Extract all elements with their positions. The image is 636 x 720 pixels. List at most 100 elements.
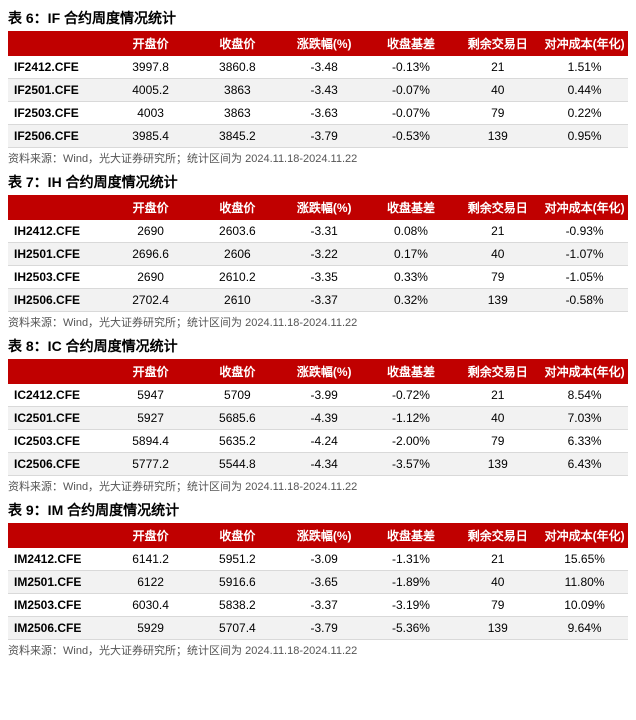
cell-basis: -0.72%	[368, 384, 455, 407]
cell-close: 5707.4	[194, 617, 281, 640]
cell-open: 5777.2	[107, 453, 194, 476]
cell-contract: IH2501.CFE	[8, 243, 107, 266]
table-title: 表 7：IH 合约周度情况统计	[8, 172, 628, 192]
cell-open: 6141.2	[107, 548, 194, 571]
cell-open: 6122	[107, 571, 194, 594]
cell-close: 5544.8	[194, 453, 281, 476]
column-header: 收盘基差	[368, 31, 455, 56]
table-row: IM2412.CFE6141.25951.2-3.09-1.31%2115.65…	[8, 548, 628, 571]
cell-cost: -0.58%	[541, 289, 628, 312]
source-text: 资料来源：Wind，光大证券研究所；统计区间为 2024.11.18-2024.…	[8, 478, 628, 494]
cell-chg: -3.63	[281, 102, 368, 125]
cell-close: 5916.6	[194, 571, 281, 594]
data-table: 开盘价收盘价涨跌幅(%)收盘基差剩余交易日对冲成本(年化)IM2412.CFE6…	[8, 523, 628, 640]
cell-contract: IH2506.CFE	[8, 289, 107, 312]
cell-close: 3863	[194, 102, 281, 125]
cell-close: 5838.2	[194, 594, 281, 617]
cell-contract: IF2501.CFE	[8, 79, 107, 102]
cell-chg: -3.99	[281, 384, 368, 407]
cell-open: 2690	[107, 220, 194, 243]
table-block-0: 表 6：IF 合约周度情况统计开盘价收盘价涨跌幅(%)收盘基差剩余交易日对冲成本…	[8, 8, 628, 166]
cell-close: 2610.2	[194, 266, 281, 289]
cell-open: 3997.8	[107, 56, 194, 79]
table-row: IC2412.CFE59475709-3.99-0.72%218.54%	[8, 384, 628, 407]
column-header: 收盘价	[194, 31, 281, 56]
header-blank	[8, 195, 107, 220]
cell-chg: -3.22	[281, 243, 368, 266]
cell-basis: -1.89%	[368, 571, 455, 594]
cell-days: 79	[454, 266, 541, 289]
cell-close: 5685.6	[194, 407, 281, 430]
cell-chg: -3.79	[281, 125, 368, 148]
cell-cost: 7.03%	[541, 407, 628, 430]
cell-days: 139	[454, 617, 541, 640]
cell-days: 21	[454, 384, 541, 407]
cell-days: 21	[454, 548, 541, 571]
cell-contract: IC2501.CFE	[8, 407, 107, 430]
table-title: 表 9：IM 合约周度情况统计	[8, 500, 628, 520]
cell-chg: -3.37	[281, 289, 368, 312]
cell-contract: IF2506.CFE	[8, 125, 107, 148]
source-text: 资料来源：Wind，光大证券研究所；统计区间为 2024.11.18-2024.…	[8, 314, 628, 330]
table-title: 表 8：IC 合约周度情况统计	[8, 336, 628, 356]
cell-basis: -0.07%	[368, 102, 455, 125]
cell-open: 3985.4	[107, 125, 194, 148]
cell-chg: -3.48	[281, 56, 368, 79]
cell-close: 5951.2	[194, 548, 281, 571]
cell-contract: IH2503.CFE	[8, 266, 107, 289]
column-header: 剩余交易日	[454, 359, 541, 384]
cell-basis: 0.33%	[368, 266, 455, 289]
column-header: 开盘价	[107, 523, 194, 548]
header-blank	[8, 31, 107, 56]
table-row: IF2503.CFE40033863-3.63-0.07%790.22%	[8, 102, 628, 125]
cell-days: 79	[454, 102, 541, 125]
cell-open: 5929	[107, 617, 194, 640]
header-blank	[8, 523, 107, 548]
cell-cost: 0.22%	[541, 102, 628, 125]
cell-close: 3863	[194, 79, 281, 102]
cell-contract: IC2506.CFE	[8, 453, 107, 476]
data-table: 开盘价收盘价涨跌幅(%)收盘基差剩余交易日对冲成本(年化)IH2412.CFE2…	[8, 195, 628, 312]
column-header: 涨跌幅(%)	[281, 31, 368, 56]
cell-cost: 15.65%	[541, 548, 628, 571]
column-header: 收盘价	[194, 195, 281, 220]
cell-days: 79	[454, 594, 541, 617]
table-row: IM2503.CFE6030.45838.2-3.37-3.19%7910.09…	[8, 594, 628, 617]
cell-days: 21	[454, 220, 541, 243]
cell-close: 2610	[194, 289, 281, 312]
cell-cost: 6.43%	[541, 453, 628, 476]
cell-basis: -0.53%	[368, 125, 455, 148]
cell-cost: 8.54%	[541, 384, 628, 407]
cell-cost: 0.44%	[541, 79, 628, 102]
table-row: IH2501.CFE2696.62606-3.220.17%40-1.07%	[8, 243, 628, 266]
table-row: IH2503.CFE26902610.2-3.350.33%79-1.05%	[8, 266, 628, 289]
column-header: 开盘价	[107, 359, 194, 384]
cell-cost: 0.95%	[541, 125, 628, 148]
cell-open: 5947	[107, 384, 194, 407]
cell-open: 2702.4	[107, 289, 194, 312]
cell-contract: IH2412.CFE	[8, 220, 107, 243]
cell-close: 2606	[194, 243, 281, 266]
table-row: IF2412.CFE3997.83860.8-3.48-0.13%211.51%	[8, 56, 628, 79]
table-title: 表 6：IF 合约周度情况统计	[8, 8, 628, 28]
cell-chg: -4.34	[281, 453, 368, 476]
cell-close: 2603.6	[194, 220, 281, 243]
table-row: IF2501.CFE4005.23863-3.43-0.07%400.44%	[8, 79, 628, 102]
table-row: IC2506.CFE5777.25544.8-4.34-3.57%1396.43…	[8, 453, 628, 476]
column-header: 收盘价	[194, 359, 281, 384]
cell-days: 79	[454, 430, 541, 453]
cell-basis: -0.13%	[368, 56, 455, 79]
cell-basis: 0.08%	[368, 220, 455, 243]
column-header: 涨跌幅(%)	[281, 523, 368, 548]
table-block-2: 表 8：IC 合约周度情况统计开盘价收盘价涨跌幅(%)收盘基差剩余交易日对冲成本…	[8, 336, 628, 494]
cell-close: 5709	[194, 384, 281, 407]
cell-open: 4003	[107, 102, 194, 125]
cell-basis: -0.07%	[368, 79, 455, 102]
cell-contract: IF2503.CFE	[8, 102, 107, 125]
cell-chg: -4.39	[281, 407, 368, 430]
cell-basis: -2.00%	[368, 430, 455, 453]
column-header: 收盘基差	[368, 523, 455, 548]
table-row: IC2503.CFE5894.45635.2-4.24-2.00%796.33%	[8, 430, 628, 453]
cell-days: 40	[454, 407, 541, 430]
cell-basis: -5.36%	[368, 617, 455, 640]
